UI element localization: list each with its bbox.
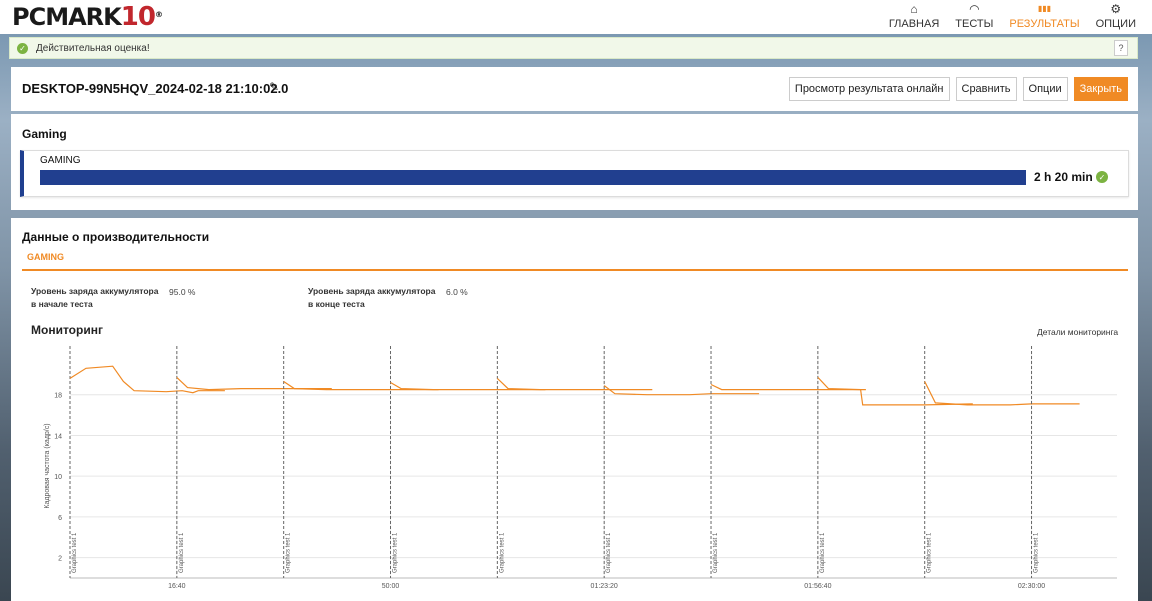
fps-series-line	[496, 377, 653, 391]
pcmark-logo: PCMARK10®	[12, 2, 163, 32]
gaming-score-bar	[40, 170, 1026, 185]
nav-results-label: РЕЗУЛЬТАТЫ	[1009, 18, 1080, 30]
main-nav: ⌂ ГЛАВНАЯ ◠ ТЕСТЫ ▮▮▮ РЕЗУЛЬТАТЫ ⚙ ОПЦИИ	[881, 0, 1144, 34]
test-marker-label: Graphics test 1	[286, 532, 292, 573]
test-marker-label: Graphics test 1	[1034, 532, 1040, 573]
test-marker-label: Graphics test 1	[72, 532, 78, 573]
close-button[interactable]: Закрыть	[1073, 77, 1128, 101]
nav-options-label: ОПЦИИ	[1095, 18, 1136, 30]
y-tick-label: 2	[58, 556, 62, 563]
stat-value-start: 95.0 %	[169, 287, 196, 297]
check-circle-icon: ✓	[1096, 171, 1108, 183]
bar-chart-icon: ▮▮▮	[1037, 4, 1052, 13]
stat-label-start: Уровень заряда аккумулятора в начале тес…	[31, 286, 159, 309]
nav-results[interactable]: ▮▮▮ РЕЗУЛЬТАТЫ	[1001, 0, 1087, 34]
y-tick-label: 14	[54, 433, 62, 440]
tab-gaming[interactable]: GAMING	[27, 252, 64, 262]
y-axis-label: Кадровая частота (кадр/с)	[44, 423, 51, 508]
test-marker-label: Graphics test 1	[499, 532, 505, 573]
top-bar: PCMARK10® ⌂ ГЛАВНАЯ ◠ ТЕСТЫ ▮▮▮ РЕЗУЛЬТА…	[0, 0, 1152, 34]
nav-options[interactable]: ⚙ ОПЦИИ	[1088, 0, 1144, 34]
test-marker-label: Graphics test 1	[820, 532, 826, 573]
gear-icon: ⚙	[1110, 2, 1122, 16]
result-actions: Просмотр результата онлайн Сравнить Опци…	[788, 77, 1128, 101]
fps-series-line	[176, 376, 332, 391]
gaming-panel: Gaming GAMING 2 h 20 min ✓	[11, 114, 1138, 210]
compare-button[interactable]: Сравнить	[955, 77, 1017, 101]
fps-series-line	[390, 381, 546, 391]
x-tick-label: 50:00	[382, 583, 400, 590]
pencil-icon[interactable]: ✎	[269, 80, 280, 94]
validity-message: Действительная оценка!	[36, 42, 150, 54]
fps-series-line	[817, 376, 973, 406]
nav-home-label: ГЛАВНАЯ	[888, 18, 940, 30]
validity-banner: ✓ Действительная оценка! ?	[9, 37, 1138, 59]
x-tick-label: 16:40	[168, 583, 186, 590]
gaming-score-card[interactable]: GAMING 2 h 20 min ✓	[20, 150, 1129, 197]
fps-series-line	[283, 381, 439, 391]
stat-value-end: 6.0 %	[446, 287, 468, 297]
monitoring-details-link[interactable]: Детали мониторинга	[1037, 327, 1119, 337]
test-marker-label: Graphics test 1	[179, 532, 185, 573]
monitoring-chart: 2 6 10 14 18 16:40 50:00 01:23:20 01:56:40 02:30:…	[44, 346, 1117, 590]
monitoring-title: Мониторинг	[31, 323, 103, 337]
result-title: DESKTOP-99N5HQV_2024-02-18 21:10:02.0	[22, 81, 289, 96]
options-button[interactable]: Опции	[1022, 77, 1068, 101]
test-marker-label: Graphics test 1	[393, 532, 399, 573]
y-tick-label: 18	[54, 393, 62, 400]
check-circle-icon: ✓	[17, 42, 28, 54]
x-tick-label: 02:30:00	[1018, 583, 1045, 590]
nav-home[interactable]: ⌂ ГЛАВНАЯ	[881, 0, 947, 34]
help-button[interactable]: ?	[1114, 40, 1128, 56]
stat-label-end: Уровень заряда аккумулятора в конце тест…	[308, 286, 436, 309]
nav-tests-label: ТЕСТЫ	[955, 18, 994, 30]
x-tick-label: 01:23:20	[591, 583, 618, 590]
y-tick-label: 6	[58, 515, 62, 522]
home-icon: ⌂	[910, 2, 918, 16]
gauge-icon: ◠	[969, 2, 980, 16]
fps-series-line	[710, 383, 866, 391]
fps-series-line	[924, 381, 1080, 406]
gaming-section-title: Gaming	[22, 127, 67, 141]
test-marker-label: Graphics test 1	[713, 532, 719, 573]
x-tick-label: 01:56:40	[804, 583, 831, 590]
fps-series-line	[69, 365, 225, 394]
gaming-score-value: 2 h 20 min	[1034, 170, 1093, 184]
result-header: DESKTOP-99N5HQV_2024-02-18 21:10:02.0 ✎ …	[11, 67, 1138, 111]
gaming-score-label: GAMING	[40, 155, 81, 166]
test-marker-label: Graphics test 1	[606, 532, 612, 573]
view-online-button[interactable]: Просмотр результата онлайн	[788, 77, 950, 101]
performance-panel: Данные о производительности GAMING Урове…	[11, 218, 1138, 601]
tab-underline	[22, 269, 1128, 271]
y-tick-label: 10	[54, 474, 62, 481]
test-marker-label: Graphics test 1	[927, 532, 933, 573]
nav-tests[interactable]: ◠ ТЕСТЫ	[947, 0, 1001, 34]
fps-series-line	[603, 385, 760, 396]
performance-title: Данные о производительности	[22, 230, 210, 244]
